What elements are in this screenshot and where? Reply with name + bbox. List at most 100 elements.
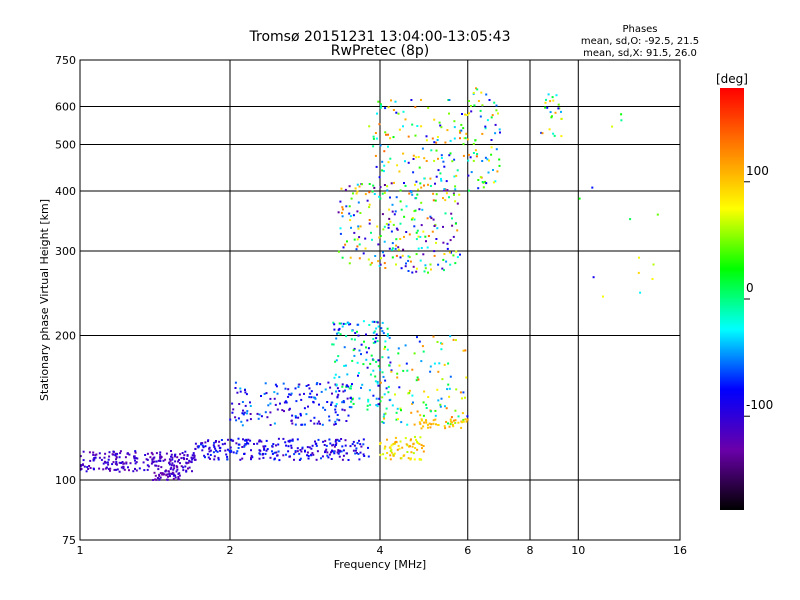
- scatter-point: [455, 388, 458, 391]
- scatter-point: [356, 190, 359, 193]
- scatter-point: [275, 444, 277, 447]
- scatter-point: [115, 463, 118, 466]
- scatter-point: [283, 401, 286, 404]
- scatter-point: [183, 458, 186, 461]
- scatter-point: [239, 390, 242, 393]
- scatter-point: [293, 458, 295, 461]
- scatter-point: [151, 453, 154, 456]
- scatter-point: [283, 410, 285, 413]
- scatter-point: [389, 220, 392, 223]
- colorbar-tick-label: -100: [746, 398, 773, 412]
- scatter-point: [442, 241, 445, 244]
- scatter-point: [449, 139, 452, 142]
- scatter-point: [232, 451, 235, 454]
- scatter-point: [159, 472, 162, 475]
- scatter-point: [171, 456, 174, 459]
- scatter-point: [310, 390, 313, 393]
- scatter-point: [208, 447, 211, 450]
- scatter-point: [395, 263, 397, 266]
- scatter-point: [432, 419, 435, 422]
- scatter-point: [261, 453, 264, 456]
- scatter-point: [182, 456, 185, 459]
- scatter-point: [88, 451, 91, 454]
- scatter-point: [417, 188, 420, 191]
- scatter-point: [463, 137, 466, 140]
- scatter-point: [464, 418, 467, 421]
- scatter-point: [345, 384, 348, 387]
- scatter-point: [87, 468, 90, 470]
- scatter-point: [496, 170, 499, 173]
- scatter-point: [246, 410, 249, 413]
- scatter-point: [372, 338, 375, 340]
- scatter-point: [464, 137, 467, 140]
- scatter-point: [381, 396, 384, 399]
- scatter-point: [175, 470, 178, 473]
- scatter-point: [445, 260, 448, 263]
- scatter-point: [122, 462, 125, 465]
- scatter-point: [239, 458, 242, 461]
- scatter-point: [118, 470, 121, 473]
- scatter-point: [164, 458, 167, 461]
- scatter-point: [155, 464, 158, 467]
- scatter-point: [475, 87, 477, 90]
- scatter-point: [412, 265, 415, 268]
- scatter-point: [473, 104, 476, 107]
- scatter-point: [379, 235, 382, 237]
- scatter-point: [383, 413, 386, 416]
- scatter-point: [336, 451, 339, 454]
- scatter-point: [114, 452, 117, 455]
- scatter-point: [168, 461, 171, 464]
- scatter-point: [419, 414, 422, 417]
- scatter-point: [418, 340, 421, 343]
- scatter-point: [85, 470, 88, 473]
- scatter-point: [440, 126, 443, 129]
- scatter-point: [425, 139, 428, 142]
- scatter-point: [395, 440, 398, 443]
- scatter-point: [391, 256, 394, 259]
- scatter-point: [174, 460, 177, 463]
- scatter-point: [154, 474, 157, 477]
- scatter-point: [591, 186, 594, 189]
- scatter-point: [273, 451, 276, 454]
- scatter-point: [382, 332, 385, 335]
- scatter-point: [481, 104, 484, 107]
- scatter-point: [341, 256, 344, 259]
- scatter-point: [358, 257, 361, 260]
- scatter-point: [324, 439, 327, 442]
- scatter-point: [464, 113, 467, 116]
- scatter-point: [89, 467, 92, 469]
- scatter-point: [376, 405, 379, 408]
- y-tick-label: 300: [55, 245, 76, 258]
- scatter-point: [95, 453, 98, 456]
- scatter-point: [378, 195, 381, 198]
- scatter-point: [402, 369, 405, 372]
- scatter-point: [82, 459, 85, 462]
- scatter-point: [390, 370, 393, 373]
- scatter-point: [94, 456, 97, 459]
- scatter-point: [377, 403, 380, 406]
- scatter-point: [396, 372, 399, 375]
- scatter-point: [178, 458, 180, 461]
- scatter-point: [479, 109, 482, 112]
- scatter-point: [415, 379, 418, 382]
- scatter-point: [356, 452, 358, 454]
- scatter-point: [415, 270, 418, 273]
- scatter-point: [472, 91, 475, 94]
- scatter-point: [493, 101, 496, 104]
- scatter-point: [448, 251, 451, 254]
- scatter-point: [225, 453, 228, 456]
- scatter-point: [170, 450, 172, 452]
- scatter-point: [439, 172, 442, 175]
- scatter-point: [475, 155, 478, 158]
- scatter-point: [357, 372, 360, 374]
- scatter-point: [172, 468, 175, 471]
- y-axis-label: Stationary phase Virtual Height [km]: [38, 199, 51, 401]
- scatter-point: [241, 424, 244, 427]
- scatter-point: [546, 106, 549, 109]
- scatter-point: [362, 320, 365, 323]
- scatter-point: [486, 119, 489, 122]
- scatter-point: [440, 157, 443, 159]
- scatter-point: [354, 187, 357, 190]
- scatter-point: [135, 461, 138, 464]
- scatter-point: [330, 458, 333, 460]
